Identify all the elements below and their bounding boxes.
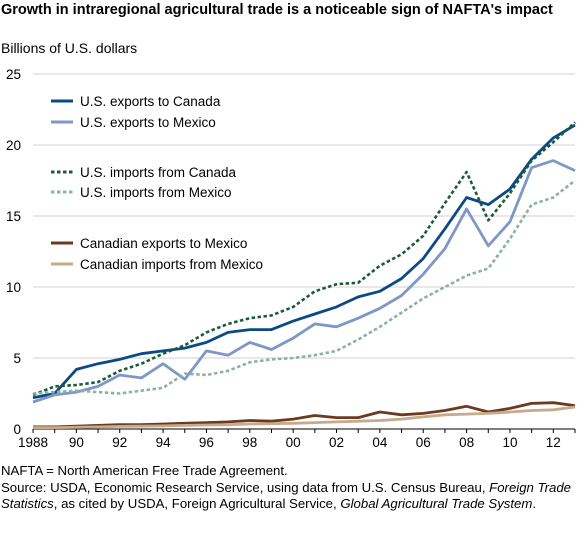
x-tick-label: 10 xyxy=(502,435,517,450)
x-tick-label: 00 xyxy=(286,435,301,450)
source-title-1: Foreign Trade Statistics xyxy=(1,479,572,512)
legend: U.S. exports to Canada U.S. exports to Me… xyxy=(51,94,263,272)
chart-notes: NAFTA = North American Free Trade Agreem… xyxy=(1,463,584,513)
series-line-6 xyxy=(33,405,576,430)
x-tick-label: 92 xyxy=(112,435,127,450)
source-text-2: , as cited by USDA, Foreign Agricultural… xyxy=(53,496,341,511)
series-line-4 xyxy=(32,179,576,395)
series-line-2 xyxy=(32,159,576,404)
x-tick-label: 90 xyxy=(69,435,84,450)
footnote: NAFTA = North American Free Trade Agreem… xyxy=(1,463,288,478)
source-note: Source: USDA, Economic Research Service,… xyxy=(1,480,584,513)
chart-title: Growth in intraregional agricultural tra… xyxy=(1,2,553,18)
source-text-3: . xyxy=(532,496,537,511)
y-axis-unit-label: Billions of U.S. dollars xyxy=(1,40,138,56)
legend-label-3: U.S. imports from Canada xyxy=(80,165,237,180)
x-tick-label: 06 xyxy=(416,435,431,450)
legend-label-2: U.S. exports to Mexico xyxy=(80,115,216,130)
y-tick-label: 20 xyxy=(6,138,21,153)
x-tick-label: 12 xyxy=(546,435,561,450)
series-lines xyxy=(32,121,576,430)
legend-label-5: Canadian exports to Mexico xyxy=(80,236,247,251)
gridlines xyxy=(33,73,575,359)
x-tick-label: 08 xyxy=(459,435,474,450)
legend-label-1: U.S. exports to Canada xyxy=(80,94,221,109)
x-tick-label: 1988 xyxy=(18,435,48,450)
series-line-3 xyxy=(32,121,576,397)
x-tick-label: 98 xyxy=(242,435,257,450)
source-text-1: Source: USDA, Economic Research Service,… xyxy=(1,479,490,495)
x-tick-label: 94 xyxy=(156,435,172,450)
y-tick-label: 10 xyxy=(6,280,21,295)
series-line-5 xyxy=(33,401,576,429)
legend-label-4: U.S. imports from Mexico xyxy=(80,185,232,200)
x-tick-label: 02 xyxy=(329,435,344,450)
y-tick-label: 5 xyxy=(13,351,21,366)
x-tick-label: 04 xyxy=(372,435,388,450)
y-tick-label: 25 xyxy=(6,67,21,82)
axes: 0 5 10 15 20 25 1988 90 92 94 96 98 00 02 04 06 08 10 12 xyxy=(6,67,576,450)
y-tick-label: 0 xyxy=(13,422,21,437)
legend-label-6: Canadian imports from Mexico xyxy=(80,257,263,272)
x-tick-label: 96 xyxy=(199,435,214,450)
line-chart: 0 5 10 15 20 25 1988 90 92 94 96 98 00 02 04 06 08 10 12 U… xyxy=(6,67,576,450)
series-line-1 xyxy=(32,123,576,400)
source-title-2: Global Agricultural Trade System xyxy=(340,496,533,511)
y-tick-label: 15 xyxy=(6,209,21,224)
